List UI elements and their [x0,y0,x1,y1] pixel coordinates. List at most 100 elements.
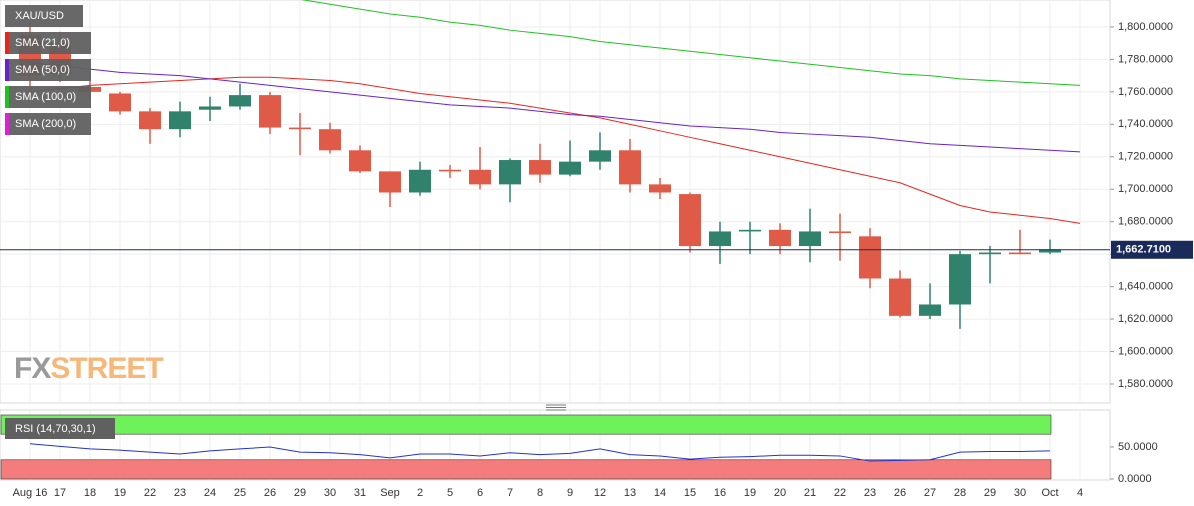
rsi-band [0,459,1052,480]
candle-body [379,171,401,193]
y-tick-label: 1,780.0000 [1118,53,1173,65]
candle-body [979,252,1001,255]
y-tick-label: 1,580.0000 [1118,378,1173,390]
x-tick-label: 23 [174,487,186,499]
candle-body [889,278,911,316]
candle-body [949,254,971,305]
rsi-line [29,443,1051,462]
legend-box [5,59,91,81]
x-tick-label: 16 [714,487,726,499]
x-tick-label: 22 [144,487,156,499]
x-tick-label: 27 [924,487,936,499]
candle-body [259,95,281,128]
x-tick-label: 2 [417,487,423,499]
x-tick-label: 30 [1014,487,1026,499]
x-tick-label: 26 [894,487,906,499]
x-tick-label: 25 [234,487,246,499]
candle-body [739,229,761,232]
x-tick-label: 31 [354,487,366,499]
x-tick-label: 22 [834,487,846,499]
x-tick-label: 21 [804,487,816,499]
x-tick-label: 15 [684,487,696,499]
legend-box [5,113,91,135]
candle-body [469,169,491,185]
candle-body [199,106,221,110]
x-tick-label: 18 [84,487,96,499]
x-tick-label: 8 [537,487,543,499]
x-tick-label: 7 [507,487,513,499]
y-tick-label: 1,600.0000 [1118,345,1173,357]
panel-divider [546,404,566,411]
candle-body [499,160,521,185]
candle-body [1039,249,1061,253]
watermark-fx: FX [14,352,51,385]
x-tick-label: 12 [594,487,606,499]
candle-body [1009,252,1031,255]
candle-body [229,95,251,107]
watermark: FXSTREET [14,352,163,385]
x-tick-label: 24 [204,487,216,499]
candle-body [919,304,941,316]
rsi-band [0,414,1052,435]
x-tick-label: 13 [624,487,636,499]
candle-body [679,194,701,247]
legend-swatch [5,113,9,135]
candle-body [289,127,311,130]
legend-label: SMA (100,0) [15,91,76,103]
x-tick-label: 14 [654,487,666,499]
candle-body [829,231,851,234]
last-price-box [1111,240,1193,259]
y-tick-label: 1,680.0000 [1118,216,1173,228]
x-tick-label: 28 [954,487,966,499]
y-tick-label: 50.0000 [1118,441,1158,453]
x-tick-label: 19 [744,487,756,499]
sma-line [29,76,1081,224]
x-tick-label: 9 [567,487,573,499]
y-tick-label: 1,640.0000 [1118,281,1173,293]
legend-box [5,32,91,54]
y-tick-label: 1,740.0000 [1118,118,1173,130]
candle-body [709,231,731,247]
y-tick-label: 1,720.0000 [1118,151,1173,163]
candle-body [619,150,641,185]
x-tick-label: 19 [114,487,126,499]
y-tick-label: 1,800.0000 [1118,21,1173,33]
x-tick-label: Oct [1041,487,1058,499]
legend-label: XAU/USD [15,10,64,22]
legend-swatch [5,86,9,108]
candle-body [529,160,551,175]
candle-body [439,169,461,172]
watermark-street: STREET [50,352,163,385]
candle-body [349,150,371,172]
legend-label: SMA (21,0) [15,37,70,49]
candle-body [799,231,821,247]
price-panel [0,0,1111,404]
candle-body [859,236,881,279]
x-tick-label: 26 [264,487,276,499]
x-tick-label: 4 [1077,487,1083,499]
y-tick-label: 1,700.0000 [1118,183,1173,195]
x-tick-label: 5 [447,487,453,499]
x-tick-label: Sep [380,487,400,499]
legend-box [5,418,115,439]
legend-box [5,5,83,27]
candle-body [139,111,161,130]
x-tick-label: 6 [477,487,483,499]
candle-body [649,184,671,193]
candle-body [409,169,431,193]
x-tick-label: 17 [54,487,66,499]
candle-body [109,93,131,112]
x-tick-label: 29 [294,487,306,499]
y-tick-label: 1,760.0000 [1118,86,1173,98]
candle-body [589,150,611,162]
legend-label: SMA (200,0) [15,118,76,130]
sma-line [29,62,1081,153]
candle-body [319,129,341,151]
legend-swatch [5,59,9,81]
sma-line [300,0,1081,86]
x-tick-label: Aug 16 [13,487,48,499]
legend-box [5,86,91,108]
x-tick-label: 23 [864,487,876,499]
x-tick-label: 30 [324,487,336,499]
